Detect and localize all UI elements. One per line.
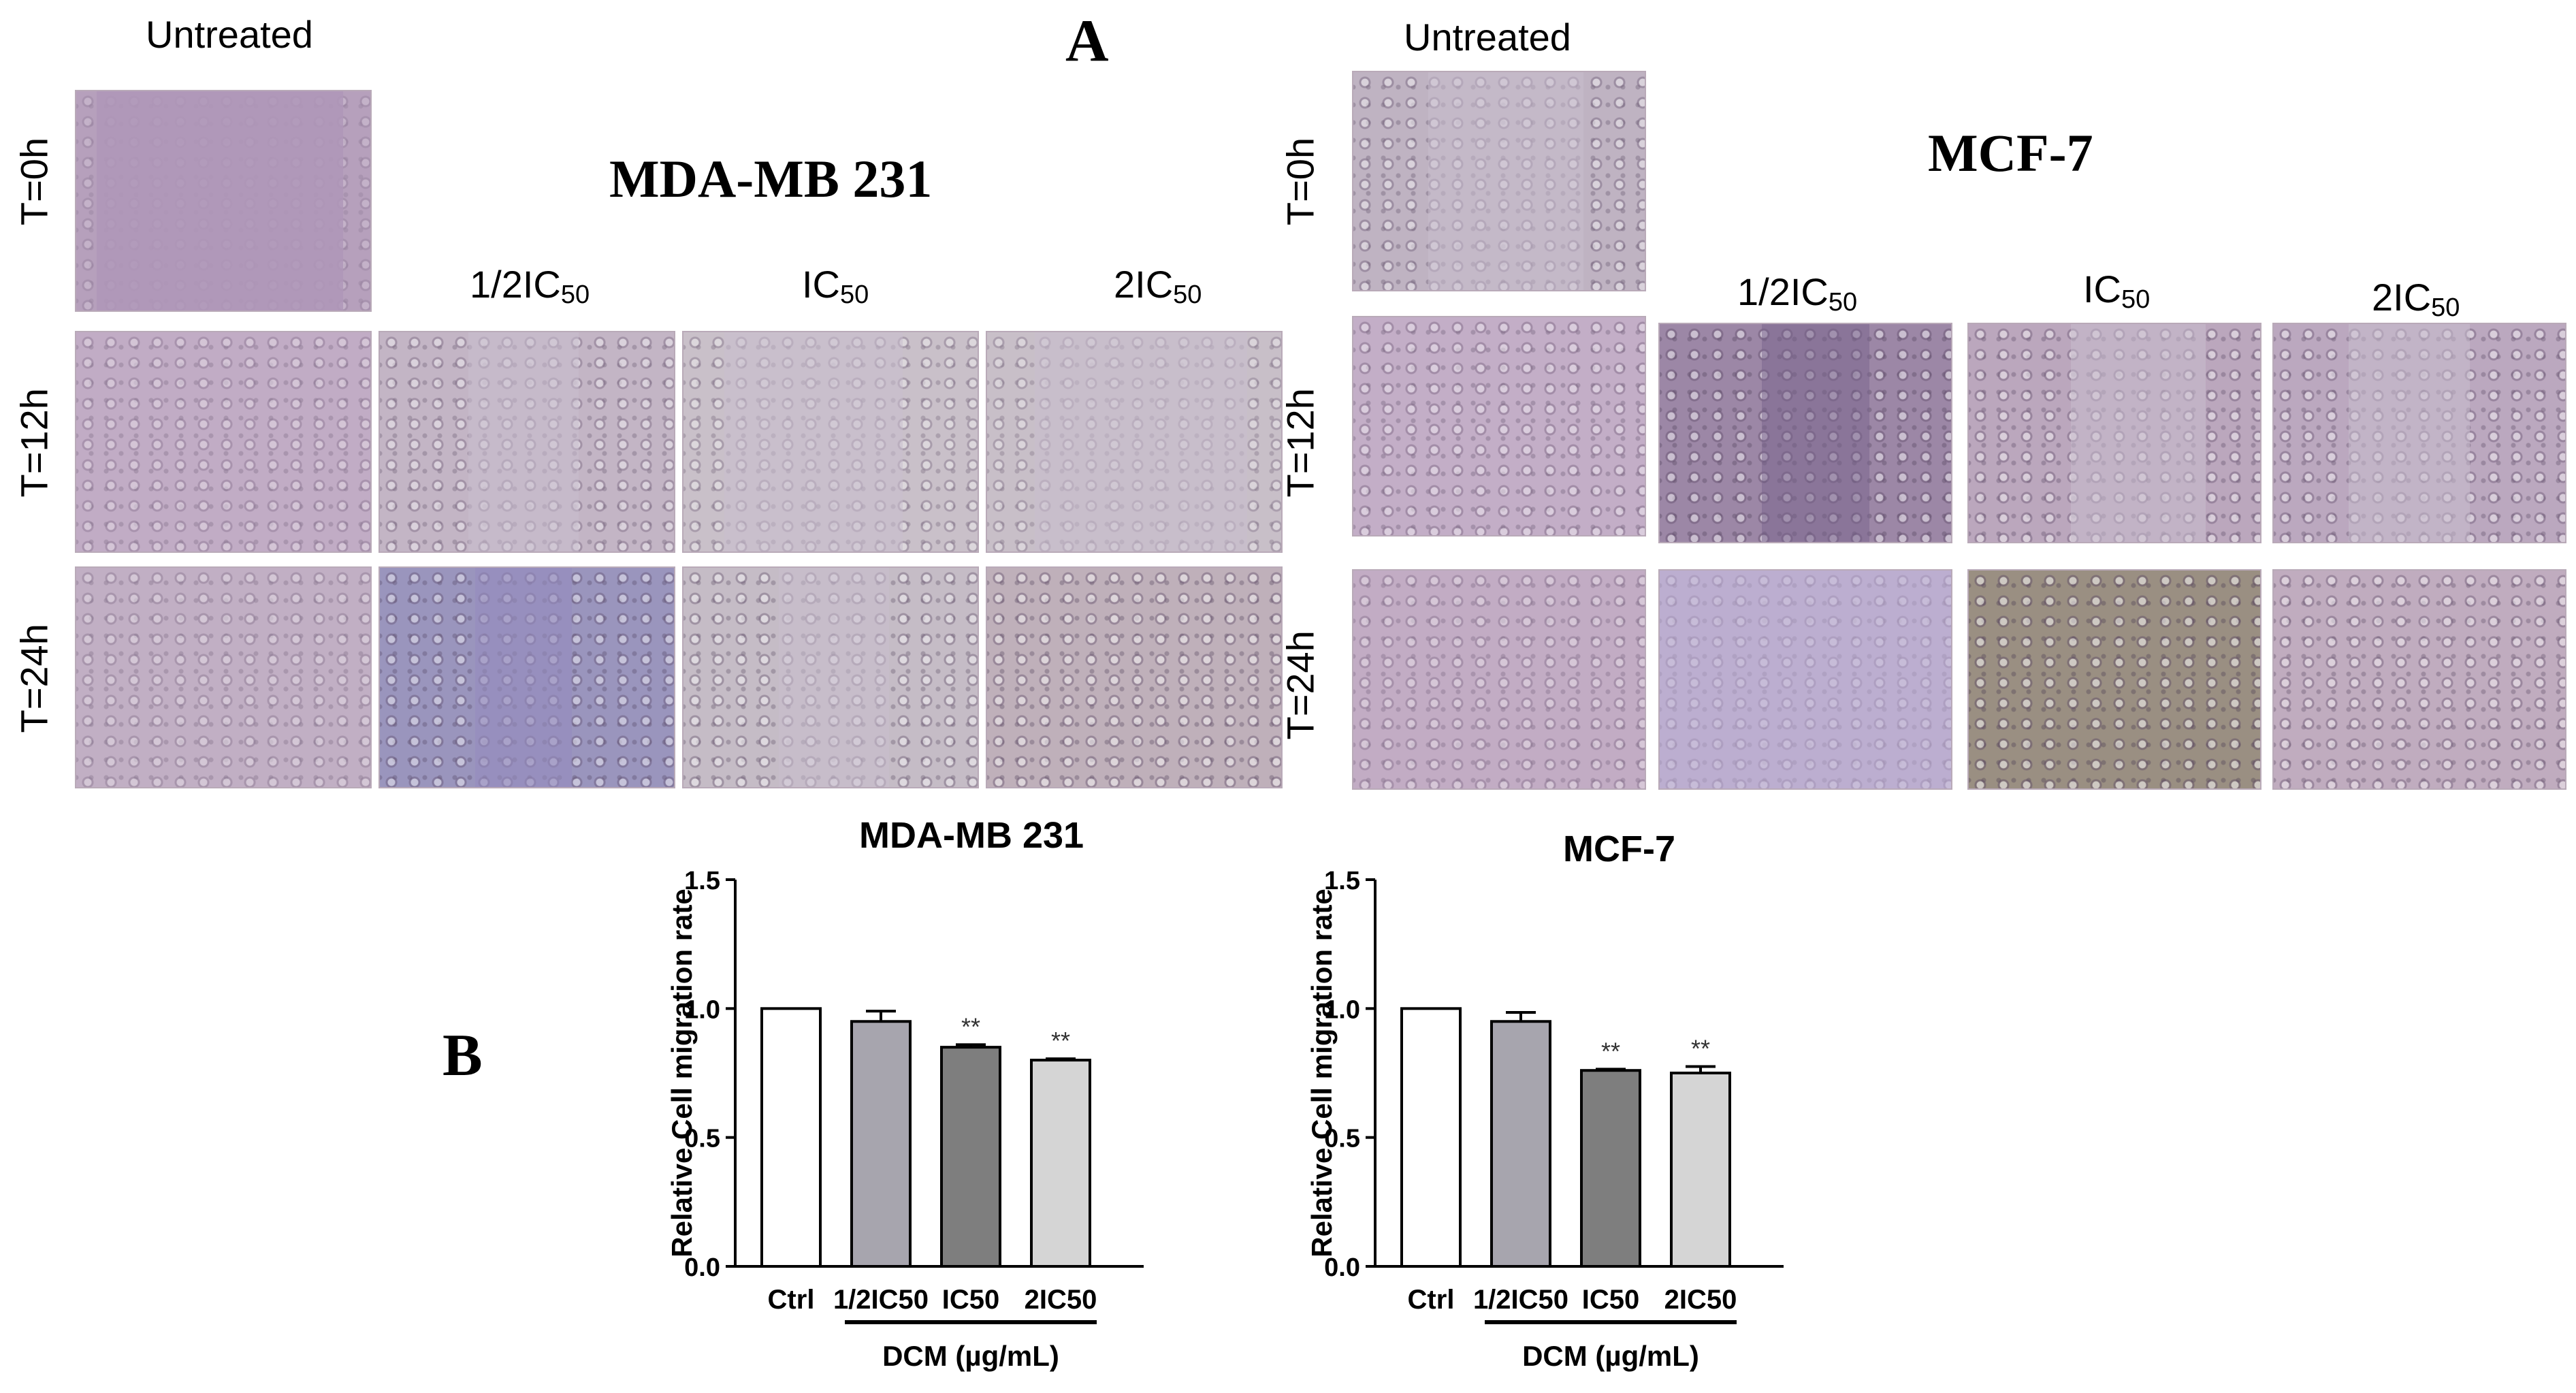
- chart-left-title: MDA-MB 231: [859, 815, 1084, 856]
- bar: [1490, 1020, 1551, 1268]
- left-row-label-12h: T=12h: [12, 388, 56, 498]
- y-tick-label: 0.5: [684, 1125, 720, 1153]
- x-tick-label: IC50: [942, 1285, 1000, 1315]
- micrograph-mcf-half-ic50-24h: [1658, 569, 1952, 790]
- micrograph-mda-half-ic50-12h: [379, 331, 675, 553]
- right-panel-title: MCF-7: [1928, 123, 2093, 182]
- bar: [1030, 1059, 1091, 1268]
- x-tick-label: 2IC50: [1025, 1285, 1097, 1315]
- left-panel-title: MDA-MB 231: [609, 149, 933, 208]
- y-tick-label: 1.5: [684, 867, 720, 895]
- bar: [1580, 1069, 1641, 1268]
- significance-marker: **: [1051, 1027, 1070, 1055]
- significance-marker: **: [961, 1012, 980, 1040]
- micrograph-mcf-untreated-12h: [1352, 316, 1646, 537]
- left-untreated-label: Untreated: [146, 13, 313, 56]
- y-tick-label: 0.0: [684, 1253, 720, 1282]
- micrograph-mcf-half-ic50-12h: [1658, 323, 1952, 543]
- bar: [1400, 1007, 1462, 1268]
- micrograph-mda-2ic50-24h: [986, 566, 1283, 788]
- micrograph-mcf-untreated-0h: [1352, 71, 1646, 291]
- micrograph-mda-half-ic50-24h: [379, 566, 675, 788]
- micrograph-mcf-untreated-24h: [1352, 569, 1646, 790]
- x-tick-label: Ctrl: [768, 1285, 815, 1315]
- x-axis-label: DCM (µg/mL): [882, 1340, 1059, 1372]
- bar: [940, 1046, 1001, 1268]
- right-row-label-0h: T=0h: [1278, 137, 1322, 226]
- micrograph-mda-untreated-0h: [75, 90, 372, 312]
- left-row-label-24h: T=24h: [12, 624, 56, 733]
- y-tick-label: 1.0: [684, 995, 720, 1024]
- micrograph-mcf-2ic50-12h: [2272, 323, 2566, 543]
- chart-right-title: MCF-7: [1563, 829, 1675, 869]
- micrograph-mda-2ic50-12h: [986, 331, 1283, 553]
- panel-a-letter: A: [1065, 8, 1109, 74]
- bar: [1670, 1072, 1731, 1268]
- y-tick-label: 0.0: [1324, 1253, 1360, 1282]
- bar: [850, 1020, 912, 1268]
- right-conc-ic50: IC50: [2083, 268, 2151, 314]
- right-untreated-label: Untreated: [1404, 16, 1571, 59]
- micrograph-mda-untreated-24h: [75, 566, 372, 788]
- x-tick-label: 1/2IC50: [1473, 1285, 1568, 1315]
- micrograph-mcf-ic50-12h: [1967, 323, 2261, 543]
- panel-b-letter: B: [442, 1023, 483, 1089]
- significance-marker: **: [1601, 1037, 1620, 1065]
- y-tick-label: 0.5: [1324, 1125, 1360, 1153]
- micrograph-mda-untreated-12h: [75, 331, 372, 553]
- significance-marker: **: [1691, 1035, 1710, 1063]
- x-tick-label: 1/2IC50: [833, 1285, 929, 1315]
- right-row-label-12h: T=12h: [1278, 388, 1322, 498]
- x-tick-label: 2IC50: [1664, 1285, 1737, 1315]
- left-conc-ic50: IC50: [802, 263, 869, 309]
- micrograph-mcf-2ic50-24h: [2272, 569, 2566, 790]
- left-row-label-0h: T=0h: [12, 137, 56, 226]
- x-tick-label: IC50: [1582, 1285, 1640, 1315]
- y-tick-label: 1.0: [1324, 995, 1360, 1024]
- left-conc-2ic50: 2IC50: [1114, 263, 1202, 309]
- bar: [760, 1007, 822, 1268]
- x-axis-label: DCM (µg/mL): [1522, 1340, 1699, 1372]
- right-row-label-24h: T=24h: [1278, 630, 1322, 740]
- y-axis-label: Relative Cell migration rate: [1307, 888, 1338, 1258]
- micrograph-mcf-ic50-24h: [1967, 569, 2261, 790]
- y-axis-label: Relative Cell migration rate: [667, 888, 698, 1258]
- x-tick-label: Ctrl: [1408, 1285, 1455, 1315]
- right-conc-half-ic50: 1/2IC50: [1737, 270, 1858, 317]
- micrograph-mda-ic50-12h: [682, 331, 979, 553]
- y-tick-label: 1.5: [1324, 867, 1360, 895]
- left-conc-half-ic50: 1/2IC50: [470, 263, 590, 309]
- micrograph-mda-ic50-24h: [682, 566, 979, 788]
- right-conc-2ic50: 2IC50: [2372, 276, 2460, 322]
